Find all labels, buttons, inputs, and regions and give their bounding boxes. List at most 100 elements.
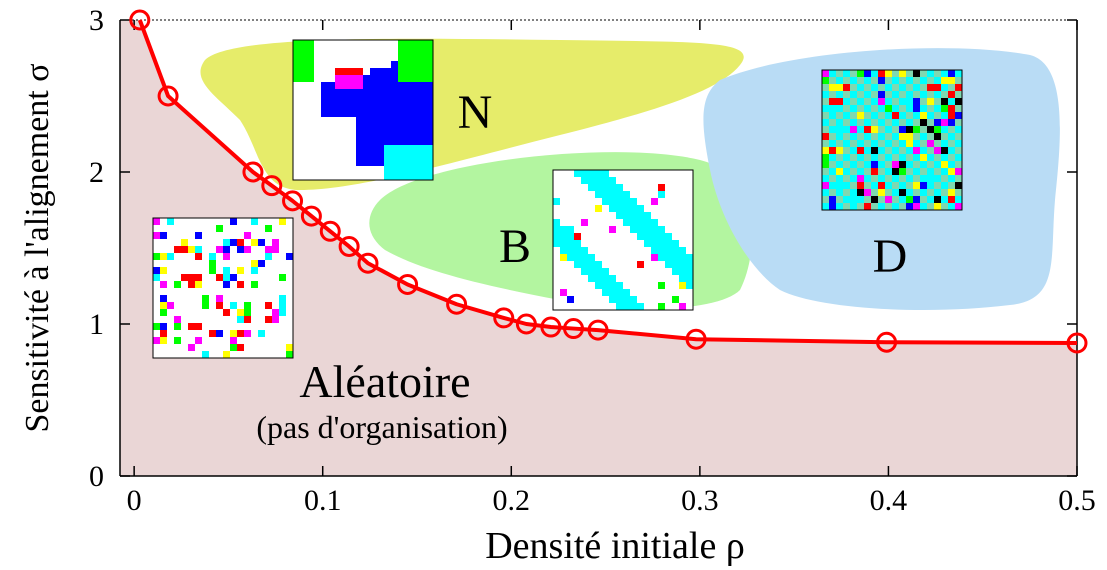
pixel [595,261,602,268]
pixel [363,96,370,103]
pixel [174,246,181,253]
pixel [560,240,567,247]
pixel [195,281,202,288]
pixel [370,145,377,152]
pixel [857,77,864,84]
pixel [265,225,272,232]
pixel [370,82,377,89]
pixel [927,98,934,105]
pixel [398,61,405,68]
pixel [426,54,433,61]
pixel [822,126,829,133]
pixel [934,105,941,112]
pixel [850,70,857,77]
pixel [251,267,258,274]
pixel [878,189,885,196]
pixel [349,82,356,89]
pixel [567,240,574,247]
pixel [560,233,567,240]
pixel [174,337,181,344]
pixel [391,117,398,124]
pixel [553,226,560,233]
pixel [272,309,279,316]
pixel [342,75,349,82]
pixel [391,166,398,173]
pixel [658,226,665,233]
pixel [836,182,843,189]
pixel [398,89,405,96]
pixel [836,98,843,105]
pixel [927,147,934,154]
pixel [927,154,934,161]
pixel [941,168,948,175]
pixel [934,161,941,168]
pixel [363,82,370,89]
pixel [426,124,433,131]
pixel [153,274,160,281]
pixel [920,70,927,77]
pixel [948,84,955,91]
pixel [356,124,363,131]
pixel [644,212,651,219]
pixel [391,159,398,166]
pixel [391,110,398,117]
pixel [857,175,864,182]
pixel [595,275,602,282]
pixel [377,152,384,159]
pixel [419,103,426,110]
pixel [829,70,836,77]
pixel [892,203,899,210]
pixel [871,70,878,77]
pixel [686,268,693,275]
pixel [927,70,934,77]
pixel [822,168,829,175]
pixel [405,75,412,82]
pixel [321,103,328,110]
pixel [574,261,581,268]
pixel [363,117,370,124]
pixel [955,175,962,182]
pixel [426,166,433,173]
pixel [398,82,405,89]
pixel [237,344,244,351]
pixel [595,205,602,212]
pixel [920,182,927,189]
pixel [630,205,637,212]
pixel [857,189,864,196]
pixel [843,203,850,210]
data-point [397,273,419,295]
pixel [405,166,412,173]
pixel [651,240,658,247]
pixel [237,281,244,288]
pixel [878,126,885,133]
pixel [644,233,651,240]
pixel [822,154,829,161]
pixel [307,61,314,68]
pixel [836,175,843,182]
pixel [595,177,602,184]
pixel [609,198,616,205]
pixel [216,274,223,281]
pixel [913,161,920,168]
pixel [405,145,412,152]
pixel [679,254,686,261]
pixel [679,268,686,275]
pixel [864,70,871,77]
data-point [493,307,515,329]
pixel [588,268,595,275]
pixel [843,161,850,168]
pixel [188,246,195,253]
x-tick-label: 0.4 [870,484,908,517]
pixel [871,105,878,112]
pixel [651,233,658,240]
pixel [349,110,356,117]
pixel [370,131,377,138]
pixel [885,147,892,154]
pixel [871,84,878,91]
pixel [412,124,419,131]
pixel [623,212,630,219]
pixel [426,96,433,103]
pixel [857,105,864,112]
pixel [906,126,913,133]
pixel [864,147,871,154]
